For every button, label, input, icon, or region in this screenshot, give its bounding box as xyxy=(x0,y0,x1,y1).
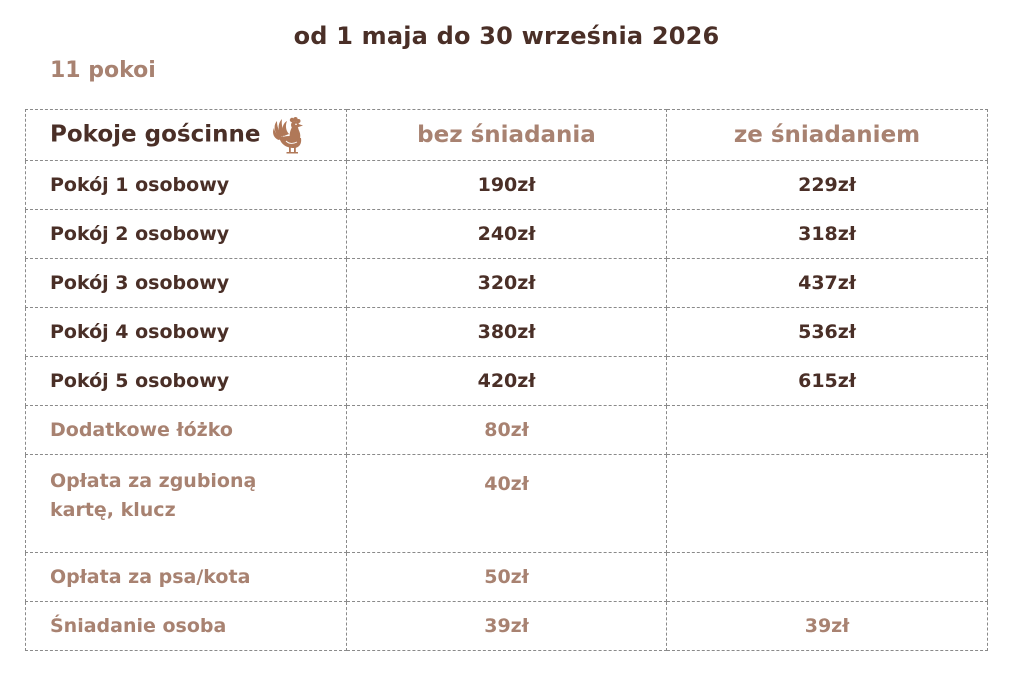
header-without-breakfast: bez śniadania xyxy=(346,109,667,161)
table-row: Dodatkowe łóżko 80zł xyxy=(25,405,988,455)
price-without-breakfast: 240zł xyxy=(346,209,667,259)
header-room-type-label: Pokoje gościnne xyxy=(50,121,261,148)
extra-name: Dodatkowe łóżko xyxy=(25,405,347,455)
room-name: Pokój 2 osobowy xyxy=(25,209,347,259)
price-with-breakfast: 437zł xyxy=(666,258,988,308)
room-name: Pokój 3 osobowy xyxy=(25,258,347,308)
extra-name-line2: kartę, klucz xyxy=(50,499,176,521)
table-row: Opłata za zgubioną kartę, klucz 40zł xyxy=(25,454,988,553)
table-row: Pokój 3 osobowy 320zł 437zł xyxy=(25,258,988,308)
price-with-breakfast: 536zł xyxy=(666,307,988,357)
table-row: Pokój 1 osobowy 190zł 229zł xyxy=(25,160,988,210)
header-room-type: Pokoje gościnne xyxy=(25,109,347,161)
extra-price-with-breakfast xyxy=(666,454,988,553)
price-without-breakfast: 190zł xyxy=(346,160,667,210)
extra-name: Opłata za psa/kota xyxy=(25,552,347,602)
table-header-row: Pokoje gościnne xyxy=(25,109,988,161)
table-row: Pokój 2 osobowy 240zł 318zł xyxy=(25,209,988,259)
table-row: Opłata za psa/kota 50zł xyxy=(25,552,988,602)
extra-price-without-breakfast: 80zł xyxy=(346,405,667,455)
extra-price-without-breakfast: 39zł xyxy=(346,601,667,651)
price-without-breakfast: 320zł xyxy=(346,258,667,308)
price-without-breakfast: 420zł xyxy=(346,356,667,406)
room-name: Pokój 1 osobowy xyxy=(25,160,347,210)
extra-name: Opłata za zgubioną kartę, klucz xyxy=(25,454,347,553)
rooms-count: 11 pokoi xyxy=(50,58,156,83)
table-row: Śniadanie osoba 39zł 39zł xyxy=(25,601,988,651)
extra-price-without-breakfast: 50zł xyxy=(346,552,667,602)
price-table: Pokoje gościnne xyxy=(25,109,988,651)
price-with-breakfast: 229zł xyxy=(666,160,988,210)
extra-price-without-breakfast: 40zł xyxy=(346,454,667,553)
room-name: Pokój 5 osobowy xyxy=(25,356,347,406)
room-name: Pokój 4 osobowy xyxy=(25,307,347,357)
extra-name: Śniadanie osoba xyxy=(25,601,347,651)
extra-name-line1: Opłata za zgubioną xyxy=(50,470,257,492)
table-row: Pokój 5 osobowy 420zł 615zł xyxy=(25,356,988,406)
price-with-breakfast: 318zł xyxy=(666,209,988,259)
header-with-breakfast: ze śniadaniem xyxy=(666,109,988,161)
rooster-icon xyxy=(273,117,304,154)
price-without-breakfast: 380zł xyxy=(346,307,667,357)
extra-price-with-breakfast xyxy=(666,405,988,455)
price-with-breakfast: 615zł xyxy=(666,356,988,406)
table-row: Pokój 4 osobowy 380zł 536zł xyxy=(25,307,988,357)
page-title: od 1 maja do 30 września 2026 xyxy=(293,22,720,50)
extra-price-with-breakfast: 39zł xyxy=(666,601,988,651)
extra-price-with-breakfast xyxy=(666,552,988,602)
